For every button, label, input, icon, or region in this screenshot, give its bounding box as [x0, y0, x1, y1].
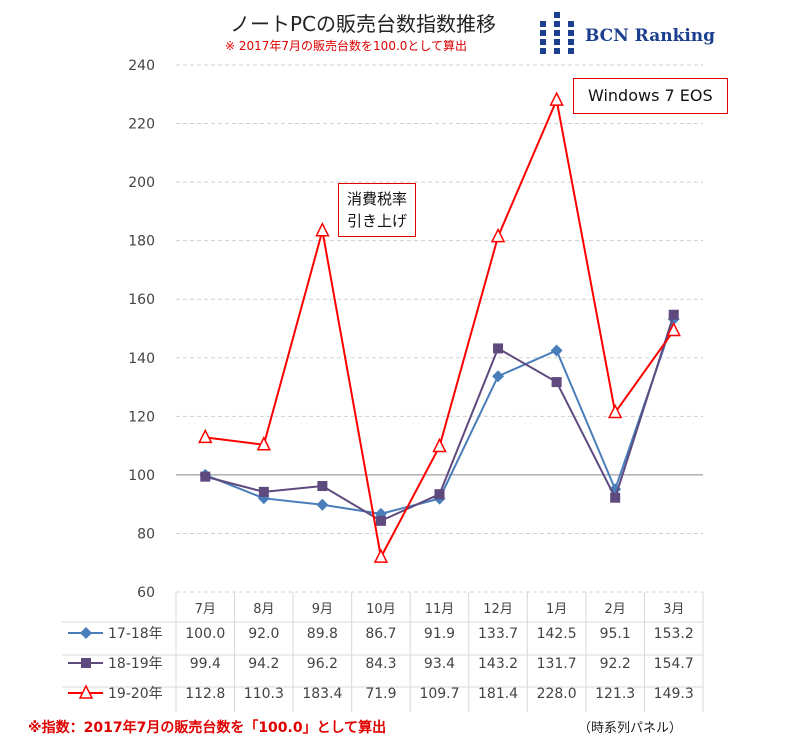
data-point: [200, 471, 211, 482]
data-point: [492, 370, 505, 383]
table-value: 109.7: [419, 686, 459, 702]
table-value: 99.4: [190, 656, 221, 672]
legend-marker: [81, 658, 91, 668]
data-point: [668, 309, 679, 320]
table-value: 95.1: [600, 626, 631, 642]
data-point: [373, 548, 389, 563]
y-tick-label: 200: [128, 175, 155, 191]
table-value: 181.4: [478, 686, 518, 702]
legend-marker: [80, 627, 92, 639]
data-point: [607, 403, 623, 419]
table-value: 96.2: [307, 656, 338, 672]
table-value: 121.3: [595, 686, 635, 702]
x-tick-label: 1月: [546, 602, 567, 617]
data-point: [550, 344, 563, 357]
x-tick-label: 2月: [605, 602, 626, 617]
data-point: [434, 489, 445, 500]
legend-marker: [78, 684, 94, 699]
data-point: [375, 515, 386, 526]
tax-annotation-line1: 消費税率: [347, 190, 408, 208]
data-point: [551, 377, 562, 388]
x-tick-label: 8月: [253, 602, 274, 617]
data-point: [490, 227, 506, 243]
table-value: 94.2: [248, 656, 279, 672]
table-value: 112.8: [185, 686, 225, 702]
table-value: 131.7: [537, 656, 577, 672]
legend-label: 19-20年: [108, 686, 163, 702]
table-value: 110.3: [244, 686, 284, 702]
y-tick-label: 160: [128, 292, 155, 308]
y-tick-label: 220: [128, 117, 155, 133]
data-point: [432, 437, 447, 453]
table-value: 86.7: [365, 626, 396, 642]
x-tick-label: 3月: [663, 602, 684, 617]
bcn-logo-icon: [540, 12, 574, 54]
table-value: 92.2: [600, 656, 631, 672]
x-tick-label: 9月: [312, 602, 333, 617]
y-tick-label: 80: [137, 526, 155, 542]
x-tick-label: 12月: [483, 602, 513, 617]
windows-annotation: Windows 7 EOS: [573, 78, 728, 114]
chart-subtitle: ※ 2017年7月の販売台数を100.0として算出: [225, 39, 468, 53]
y-tick-label: 140: [128, 351, 155, 367]
footnote: ※指数：2017年7月の販売台数を「100.0」として算出: [28, 720, 387, 736]
table-value: 143.2: [478, 656, 518, 672]
data-point: [493, 343, 504, 354]
table-value: 71.9: [365, 686, 396, 702]
table-value: 92.0: [248, 626, 279, 642]
series-line: [205, 96, 675, 561]
table-value: 84.3: [365, 656, 396, 672]
x-tick-label: 10月: [366, 602, 396, 617]
data-point: [198, 428, 213, 444]
y-tick-label: 120: [128, 409, 155, 425]
table-value: 93.4: [424, 656, 455, 672]
data-point: [610, 492, 621, 503]
table-value: 183.4: [302, 686, 342, 702]
x-tick-label: 7月: [195, 602, 216, 617]
chart-title: ノートPCの販売台数指数推移: [230, 12, 497, 36]
table-value: 149.3: [654, 686, 694, 702]
data-point: [256, 436, 272, 451]
table-value: 133.7: [478, 626, 518, 642]
y-tick-label: 100: [128, 468, 155, 484]
table-value: 89.8: [307, 626, 338, 642]
table-value: 91.9: [424, 626, 455, 642]
legend-label: 18-19年: [108, 656, 163, 672]
table-value: 142.5: [537, 626, 577, 642]
table-value: 100.0: [185, 626, 225, 642]
logo-text: BCN Ranking: [585, 26, 716, 46]
table-value: 153.2: [654, 626, 694, 642]
data-point: [315, 222, 330, 237]
y-tick-label: 60: [137, 585, 155, 601]
tax-annotation: 消費税率 引き上げ: [338, 183, 417, 237]
y-tick-label: 180: [128, 234, 155, 250]
tax-annotation-line2: 引き上げ: [347, 212, 408, 230]
panel-label: （時系列パネル）: [578, 721, 683, 736]
table-value: 154.7: [654, 656, 694, 672]
x-tick-label: 11月: [425, 602, 455, 617]
data-point: [549, 91, 564, 106]
table-value: 228.0: [537, 686, 577, 702]
legend-label: 17-18年: [108, 626, 163, 642]
y-tick-label: 240: [128, 58, 155, 74]
data-point: [258, 486, 269, 497]
data-point: [317, 481, 328, 492]
data-point: [666, 321, 681, 337]
data-point: [316, 498, 329, 511]
